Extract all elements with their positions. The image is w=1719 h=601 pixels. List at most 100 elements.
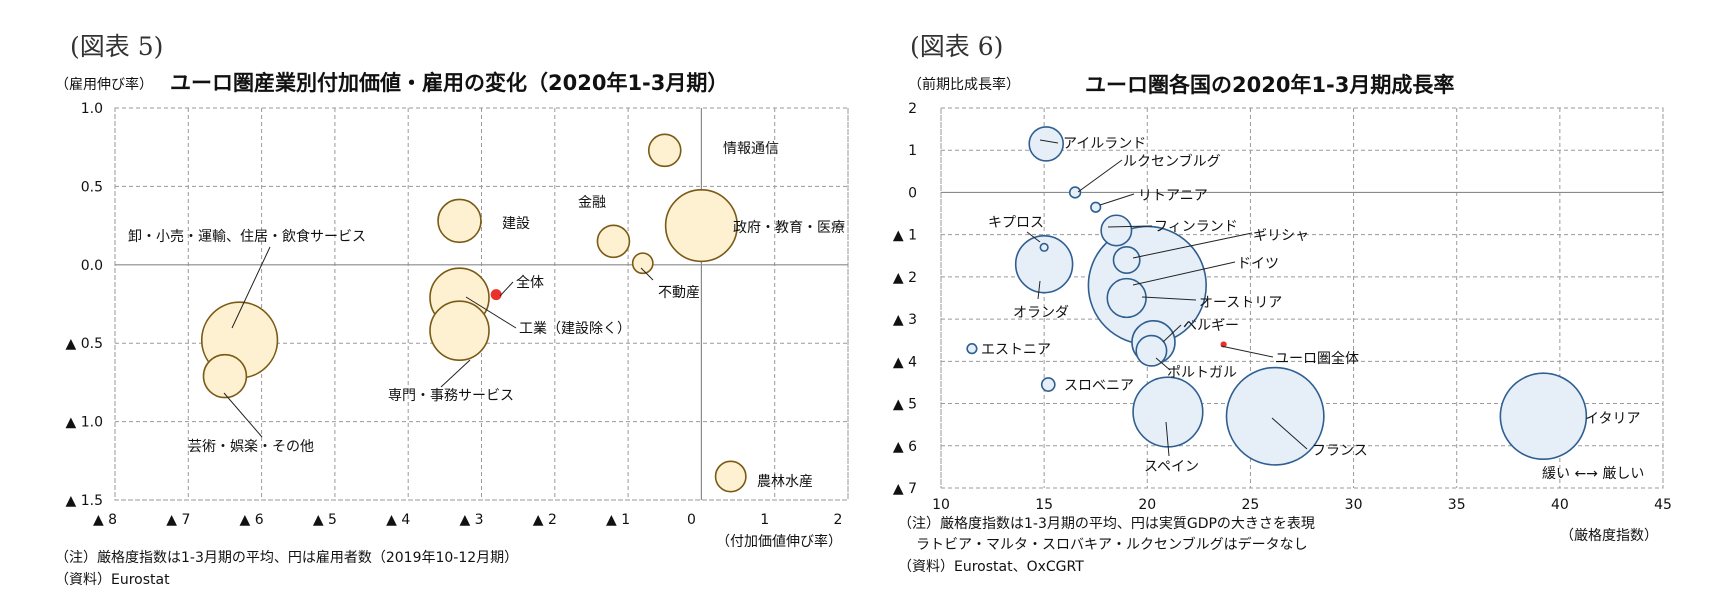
chart5-source: （資料）Eurostat <box>55 572 170 588</box>
bubble-point <box>664 189 738 263</box>
chart6-note2: ラトビア・マルタ・スロバキア・ルクセンブルグはデータなし <box>916 536 1308 553</box>
point-label: キプロス <box>988 215 1044 231</box>
leader-line <box>1037 280 1041 300</box>
x-tick-label: 45 <box>1654 497 1672 513</box>
point-label: イタリア <box>1585 411 1640 427</box>
bubble-point <box>1132 376 1204 448</box>
bubble-point <box>1040 377 1056 392</box>
point-label: ドイツ <box>1237 256 1279 272</box>
y-tick-label: ▲ 1 <box>893 228 917 244</box>
leader-line <box>440 359 471 388</box>
point-label: 卸・小売・運輸、住居・飲食サービス <box>128 228 366 245</box>
x-tick-label: 25 <box>1242 497 1260 513</box>
chart6-corner-note: 緩い ←→ 厳しい <box>1542 466 1644 482</box>
chart5-ylabel: （雇用伸び率） <box>55 76 153 93</box>
leader-line <box>465 296 517 329</box>
y-tick-label: ▲ 6 <box>893 439 917 455</box>
x-tick-label: 10 <box>932 497 950 513</box>
leader-line <box>223 392 263 438</box>
y-tick-label: ▲ 4 <box>893 354 917 370</box>
y-tick-label: 1.0 <box>81 101 103 117</box>
y-tick-label: ▲ 1.5 <box>66 493 103 509</box>
bubble-point <box>647 133 682 168</box>
chart6-title: ユーロ圏各国の2020年1-3月期成長率 <box>1085 73 1454 97</box>
bubble-point <box>1014 234 1074 294</box>
bubble-point <box>1106 277 1147 319</box>
chart6-xlabel: （厳格度指数） <box>1560 528 1658 544</box>
leader-line <box>1132 232 1253 259</box>
y-tick-label: ▲ 2 <box>893 270 917 286</box>
point-label: 農林水産 <box>757 474 813 490</box>
bubble-point <box>631 252 654 275</box>
bubble-point <box>490 289 502 301</box>
point-label: ルクセンブルグ <box>1123 153 1221 170</box>
bubble-point <box>202 353 248 399</box>
x-tick-label: ▲ 8 <box>93 512 117 528</box>
y-tick-label: ▲ 7 <box>893 481 917 497</box>
figure5-label: (図表 5) <box>70 32 163 61</box>
chart5-xlabel: （付加価値伸び率） <box>716 533 842 550</box>
bubble-point <box>1135 334 1168 367</box>
bubble-point <box>1028 126 1065 162</box>
bubble-point <box>1039 242 1049 252</box>
bubble-point <box>714 460 747 493</box>
x-tick-label: 15 <box>1035 497 1053 513</box>
bubble-point <box>1068 186 1082 199</box>
point-label: 全体 <box>516 274 544 291</box>
point-label: 芸術・娯楽・その他 <box>188 439 314 455</box>
bubble-point <box>1112 246 1141 274</box>
y-tick-label: ▲ 0.5 <box>66 336 103 352</box>
x-tick-label: ▲ 6 <box>240 512 264 528</box>
y-tick-label: 0.5 <box>81 179 103 195</box>
leader-line <box>1162 324 1182 343</box>
leader-line <box>1141 296 1197 301</box>
y-tick-label: ▲ 1.0 <box>66 415 103 431</box>
point-label: 情報通信 <box>723 141 779 157</box>
chart5-title: ユーロ圏産業別付加価値・雇用の変化（2020年1-3月期） <box>170 71 728 95</box>
x-tick-label: 20 <box>1138 497 1156 513</box>
bubble-point <box>1225 366 1325 466</box>
leader-line <box>1077 159 1123 193</box>
x-tick-label: 40 <box>1551 497 1569 513</box>
bubble-point <box>1090 201 1102 213</box>
point-label: オーストリア <box>1199 295 1282 311</box>
point-label: ユーロ圏全体 <box>1275 350 1359 367</box>
point-label: オランダ <box>1013 305 1069 321</box>
x-tick-label: 30 <box>1345 497 1363 513</box>
chart6-note: （注）厳格度指数は1-3月期の平均、円は実質GDPの大きさを表現 <box>898 516 1315 532</box>
leader-line <box>640 267 654 281</box>
point-label: スペイン <box>1144 459 1199 475</box>
x-tick-label: ▲ 5 <box>313 512 337 528</box>
x-tick-label: 2 <box>834 512 843 528</box>
bubble-point <box>966 343 978 355</box>
x-tick-label: ▲ 3 <box>459 512 483 528</box>
x-tick-label: ▲ 7 <box>166 512 190 528</box>
point-label: 不動産 <box>658 285 700 301</box>
chart5-note: （注）厳格度指数は1-3月期の平均、円は雇用者数（2019年10-12月期） <box>55 549 518 566</box>
point-label: ベルギー <box>1183 318 1239 334</box>
leader-line <box>1026 231 1041 243</box>
bubble-point <box>596 224 631 259</box>
y-tick-label: 2 <box>908 101 917 117</box>
y-tick-label: ▲ 3 <box>893 312 917 328</box>
point-label: 建設 <box>502 216 530 232</box>
leader-line <box>1271 417 1308 450</box>
x-tick-label: 0 <box>687 512 696 528</box>
chart5-plot: ▲ 8 ▲ 7 ▲ 6 ▲ 5 ▲ 4 ▲ 3 ▲ 2 ▲ 1 0 1 2 1.0 0.5 0.0 ▲ 0.… <box>66 101 849 528</box>
point-label: 専門・事務サービス <box>388 388 514 404</box>
point-label: ポルトガル <box>1167 365 1237 381</box>
y-tick-label: 1 <box>908 143 917 159</box>
leader-line <box>1132 261 1236 286</box>
figure6-label: (図表 6) <box>910 32 1003 61</box>
point-label: フィンランド <box>1154 219 1238 235</box>
y-tick-label: 0.0 <box>81 258 103 274</box>
point-label: 政府・教育・医療 <box>733 219 845 236</box>
x-tick-label: ▲ 1 <box>606 512 630 528</box>
leader-line <box>1099 193 1135 206</box>
point-label: フランス <box>1312 443 1368 459</box>
point-label: ギリシャ <box>1253 228 1309 244</box>
point-label: 工業（建設除く） <box>519 321 631 337</box>
x-tick-label: ▲ 2 <box>533 512 557 528</box>
